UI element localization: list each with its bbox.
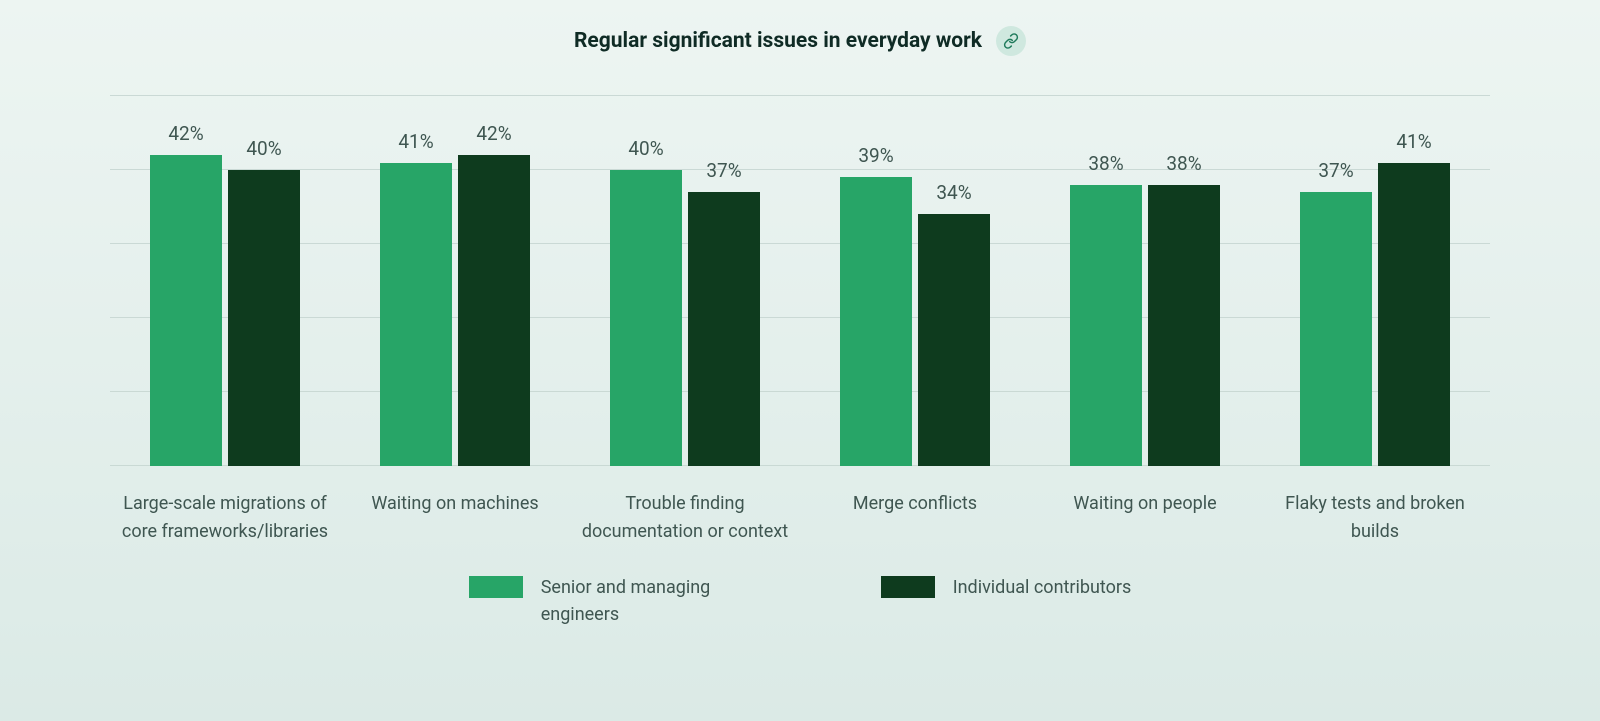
permalink-button[interactable]: [996, 26, 1026, 56]
bar-senior: 40%: [610, 170, 682, 466]
bar-group: 37%41%: [1260, 96, 1490, 466]
x-axis-label: Trouble finding documentation or context: [570, 490, 800, 546]
bar-ic: 38%: [1148, 185, 1220, 466]
bar-value-label: 41%: [1396, 130, 1431, 153]
bar-value-label: 41%: [398, 130, 433, 153]
chart-header: Regular significant issues in everyday w…: [60, 26, 1540, 56]
chart-title: Regular significant issues in everyday w…: [574, 29, 982, 53]
x-axis-label: Waiting on people: [1030, 490, 1260, 546]
legend-label: Individual contributors: [953, 574, 1132, 601]
bar-value-label: 42%: [168, 122, 203, 145]
bar-group: 40%37%: [570, 96, 800, 466]
bar-value-label: 40%: [246, 137, 281, 160]
bar-senior: 41%: [380, 163, 452, 466]
bar-value-label: 40%: [628, 137, 663, 160]
bar-value-label: 42%: [476, 122, 511, 145]
bar-group: 42%40%: [110, 96, 340, 466]
plot-area: 42%40%41%42%40%37%39%34%38%38%37%41%: [110, 66, 1490, 466]
bar-value-label: 34%: [936, 181, 971, 204]
legend: Senior and managing engineers Individual …: [60, 574, 1540, 628]
x-axis-label: Waiting on machines: [340, 490, 570, 546]
bar-value-label: 37%: [706, 159, 741, 182]
bar-senior: 37%: [1300, 192, 1372, 466]
bar-senior: 39%: [840, 177, 912, 466]
bar-value-label: 37%: [1318, 159, 1353, 182]
bar-value-label: 39%: [858, 144, 893, 167]
bar-ic: 34%: [918, 214, 990, 466]
link-icon: [1003, 33, 1019, 49]
x-axis-label: Flaky tests and broken builds: [1260, 490, 1490, 546]
bar-ic: 42%: [458, 155, 530, 466]
legend-item-senior: Senior and managing engineers: [469, 574, 761, 628]
legend-item-ic: Individual contributors: [881, 574, 1132, 601]
bar-ic: 41%: [1378, 163, 1450, 466]
legend-swatch: [469, 576, 523, 598]
bar-group: 39%34%: [800, 96, 1030, 466]
bar-senior: 38%: [1070, 185, 1142, 466]
bar-value-label: 38%: [1088, 152, 1123, 175]
bar-senior: 42%: [150, 155, 222, 466]
bar-groups: 42%40%41%42%40%37%39%34%38%38%37%41%: [110, 96, 1490, 466]
bar-ic: 37%: [688, 192, 760, 466]
legend-swatch: [881, 576, 935, 598]
plot: 42%40%41%42%40%37%39%34%38%38%37%41%: [110, 96, 1490, 466]
bar-ic: 40%: [228, 170, 300, 466]
x-axis-label: Large-scale migrations of core framework…: [110, 490, 340, 546]
chart-canvas: Regular significant issues in everyday w…: [0, 0, 1600, 721]
bar-group: 38%38%: [1030, 96, 1260, 466]
bar-value-label: 38%: [1166, 152, 1201, 175]
x-axis-label: Merge conflicts: [800, 490, 1030, 546]
bar-group: 41%42%: [340, 96, 570, 466]
x-axis-labels: Large-scale migrations of core framework…: [110, 490, 1490, 546]
legend-label: Senior and managing engineers: [541, 574, 761, 628]
